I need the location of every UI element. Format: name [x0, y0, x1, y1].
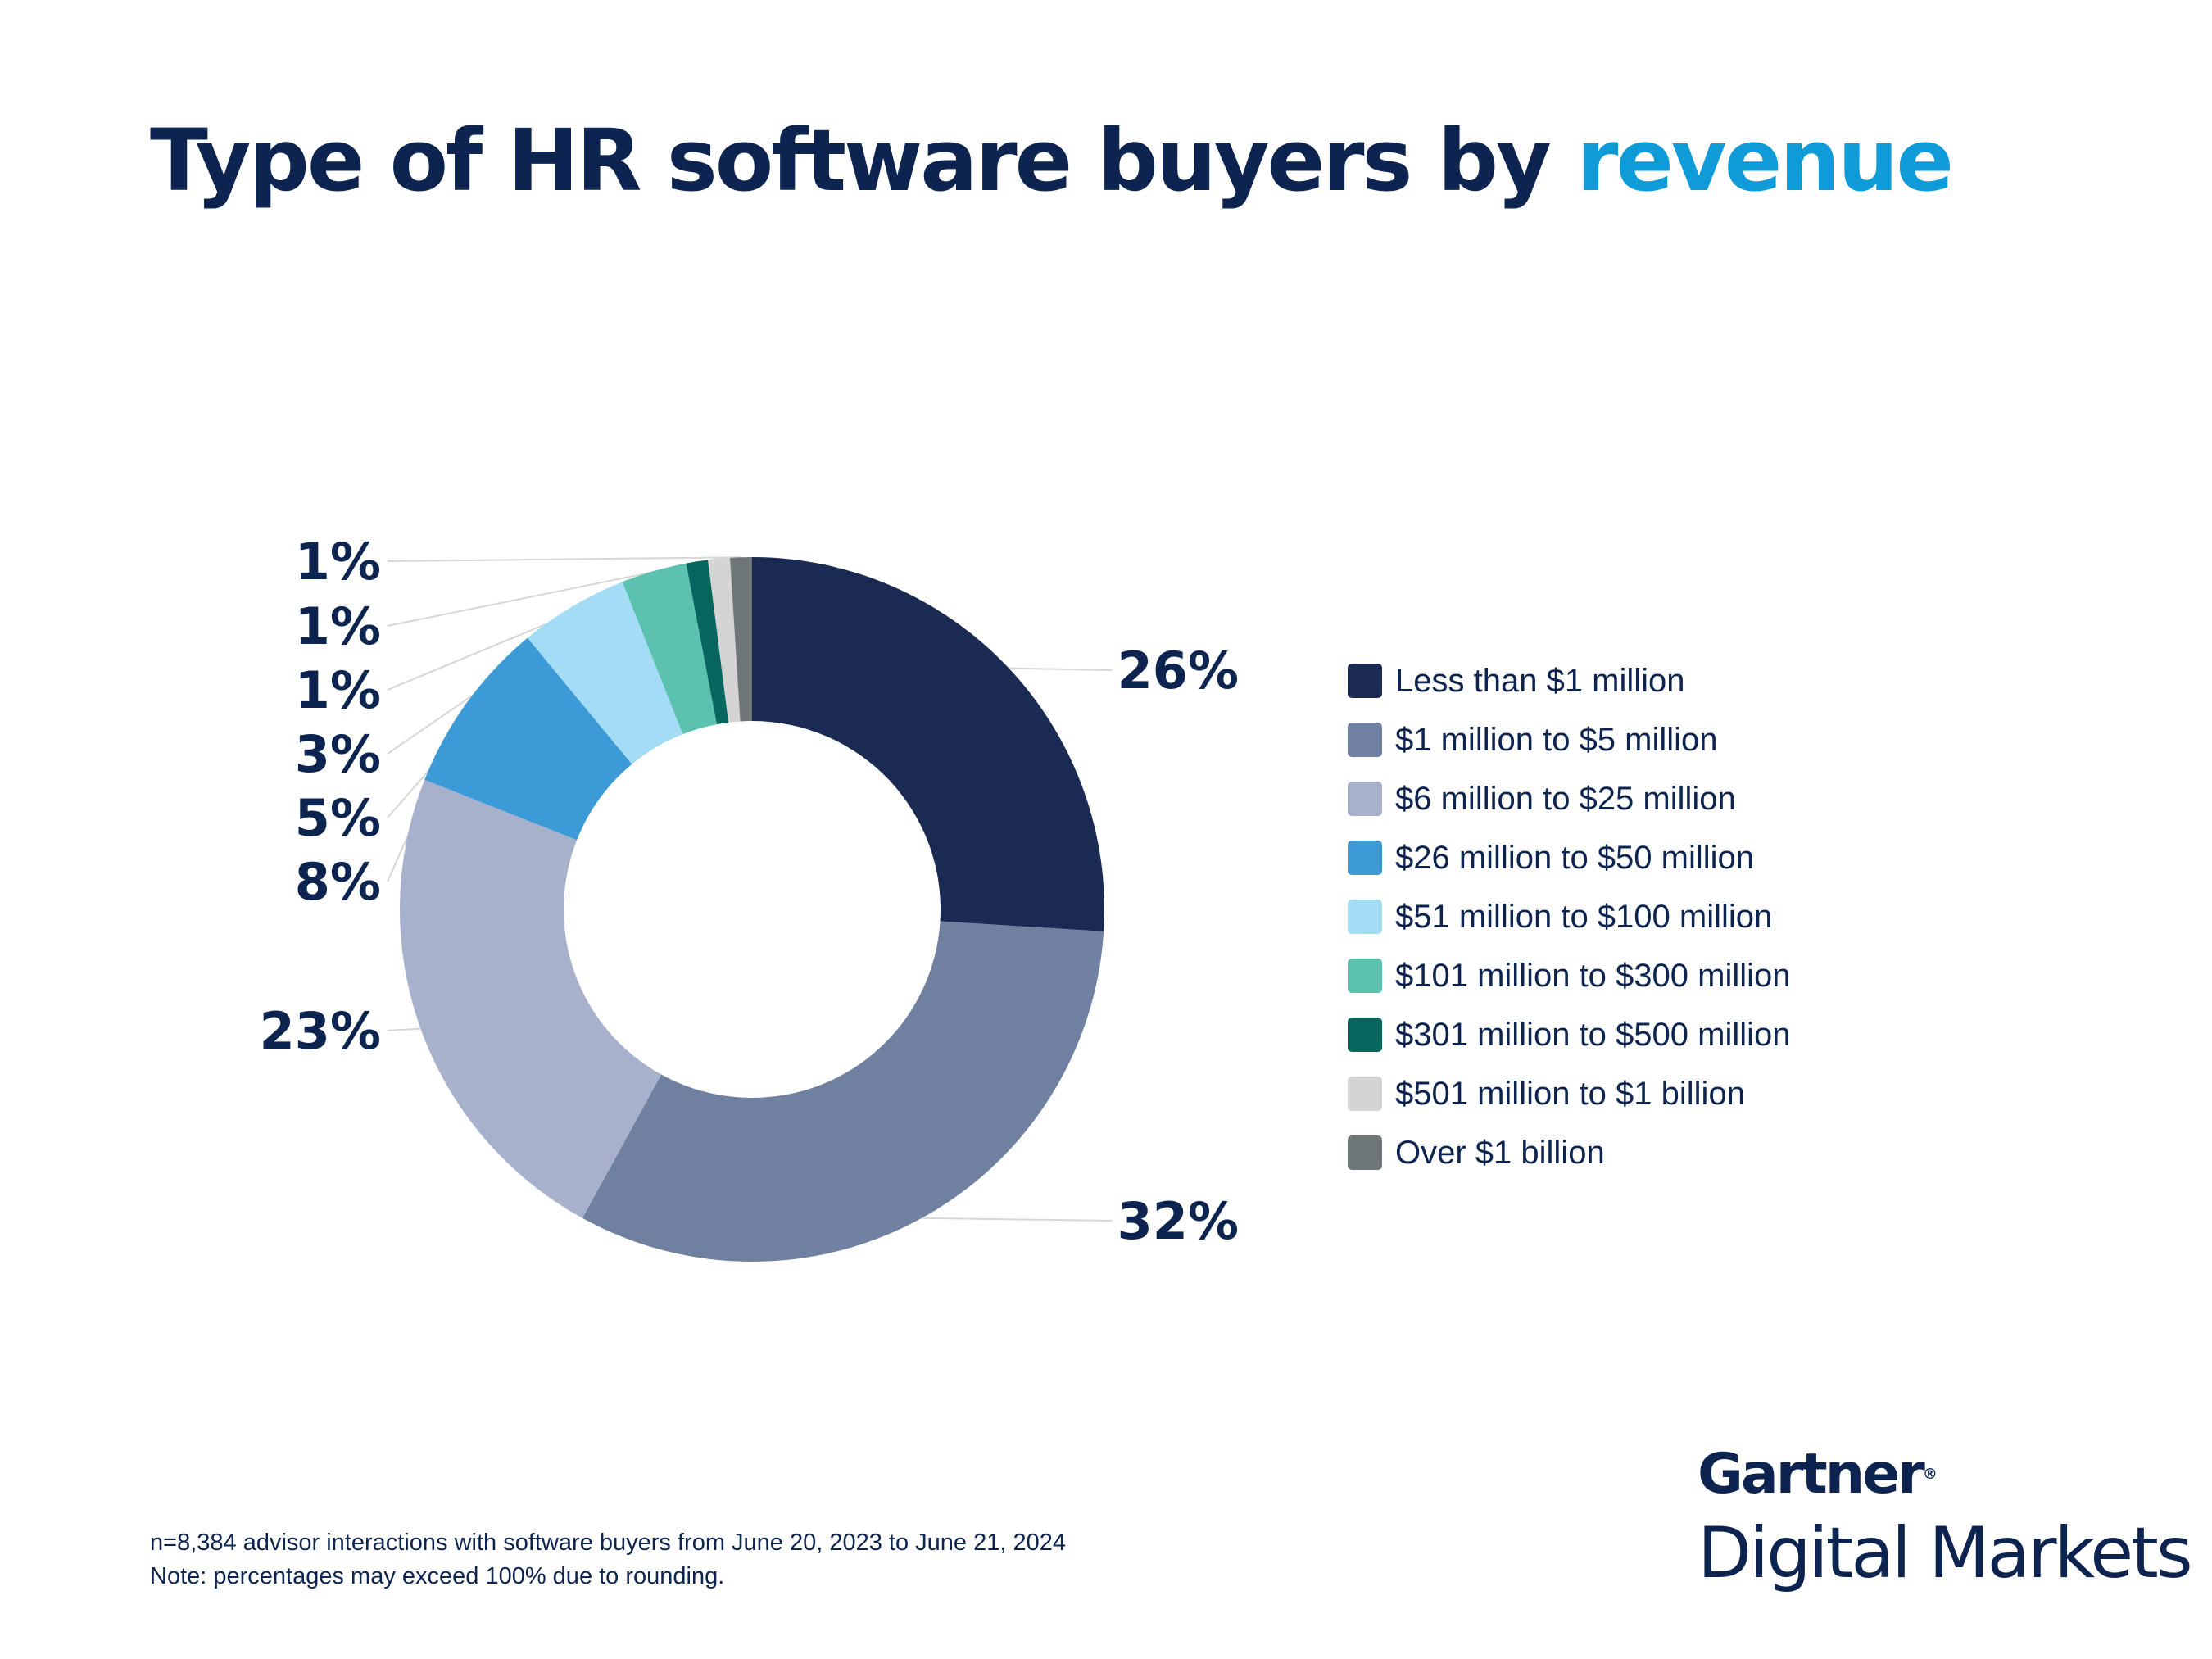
slice-9-leader [387, 556, 741, 562]
footnote-note: Note: percentages may exceed 100% due to… [150, 1563, 725, 1589]
slice-7 [686, 560, 729, 725]
slice-7-label: 1% [295, 660, 381, 720]
footnote: n=8,384 advisor interactions with softwa… [150, 1526, 1066, 1593]
legend-label: $301 million to $500 million [1395, 1016, 1791, 1053]
slice-6 [622, 563, 717, 735]
slice-1 [752, 557, 1104, 931]
logo-brand: Gartner® [1698, 1442, 1938, 1507]
slice-2-label: 32% [1117, 1191, 1239, 1251]
title-main: Type of HR software buyers by [150, 111, 1552, 211]
legend-item: Less than $1 million [1348, 651, 1791, 710]
legend-item: $501 million to $1 billion [1348, 1064, 1791, 1123]
slice-2-leader [922, 1217, 1113, 1222]
slice-1-leader [1009, 667, 1113, 671]
legend-item: $1 million to $5 million [1348, 710, 1791, 769]
legend-item: $301 million to $500 million [1348, 1005, 1791, 1064]
legend: Less than $1 million $1 million to $5 mil… [1348, 651, 1791, 1182]
legend-label: $26 million to $50 million [1395, 839, 1755, 876]
legend-swatch [1348, 900, 1382, 934]
slice-4 [424, 637, 632, 841]
legend-swatch [1348, 723, 1382, 757]
footnote-sample: n=8,384 advisor interactions with softwa… [150, 1530, 1066, 1556]
slice-8-label: 1% [295, 596, 381, 656]
legend-swatch [1348, 1077, 1382, 1111]
legend-item: $51 million to $100 million [1348, 887, 1791, 946]
donut-slices [400, 557, 1104, 1262]
legend-label: $51 million to $100 million [1395, 898, 1773, 935]
slice-2 [582, 921, 1104, 1262]
legend-swatch [1348, 664, 1382, 698]
slice-6-label: 3% [295, 724, 381, 784]
slice-5-label: 5% [295, 788, 381, 848]
slice-3 [400, 779, 662, 1218]
slice-1-label: 26% [1117, 641, 1239, 700]
legend-item: $26 million to $50 million [1348, 828, 1791, 887]
legend-label: $101 million to $300 million [1395, 957, 1791, 994]
legend-item: Over $1 billion [1348, 1123, 1791, 1182]
percent-labels: 26%32%23%8%5%3%1%1%1% [260, 532, 1239, 1251]
legend-swatch [1348, 1135, 1382, 1170]
title-highlight: revenue [1576, 111, 1954, 211]
legend-label: $6 million to $25 million [1395, 780, 1736, 817]
legend-item: $101 million to $300 million [1348, 946, 1791, 1005]
legend-swatch [1348, 959, 1382, 993]
slice-9-label: 1% [295, 532, 381, 592]
legend-item: $6 million to $25 million [1348, 769, 1791, 828]
legend-label: Less than $1 million [1395, 662, 1685, 699]
logo-product: Digital Markets [1698, 1512, 2193, 1594]
slice-5 [527, 582, 683, 764]
slice-9 [730, 557, 752, 722]
legend-swatch [1348, 782, 1382, 816]
slice-3-label: 23% [260, 1001, 381, 1061]
slice-3-leader [387, 1027, 421, 1031]
legend-label: Over $1 billion [1395, 1134, 1605, 1171]
legend-swatch [1348, 1018, 1382, 1052]
slice-8 [708, 557, 741, 723]
legend-label: $1 million to $5 million [1395, 721, 1718, 758]
legend-label: $501 million to $1 billion [1395, 1075, 1745, 1112]
chart-title: Type of HR software buyers by revenue [150, 111, 1954, 211]
legend-swatch [1348, 841, 1382, 875]
slice-4-label: 8% [295, 852, 381, 912]
gartner-logo: Gartner® Digital Markets [1698, 1442, 2193, 1594]
